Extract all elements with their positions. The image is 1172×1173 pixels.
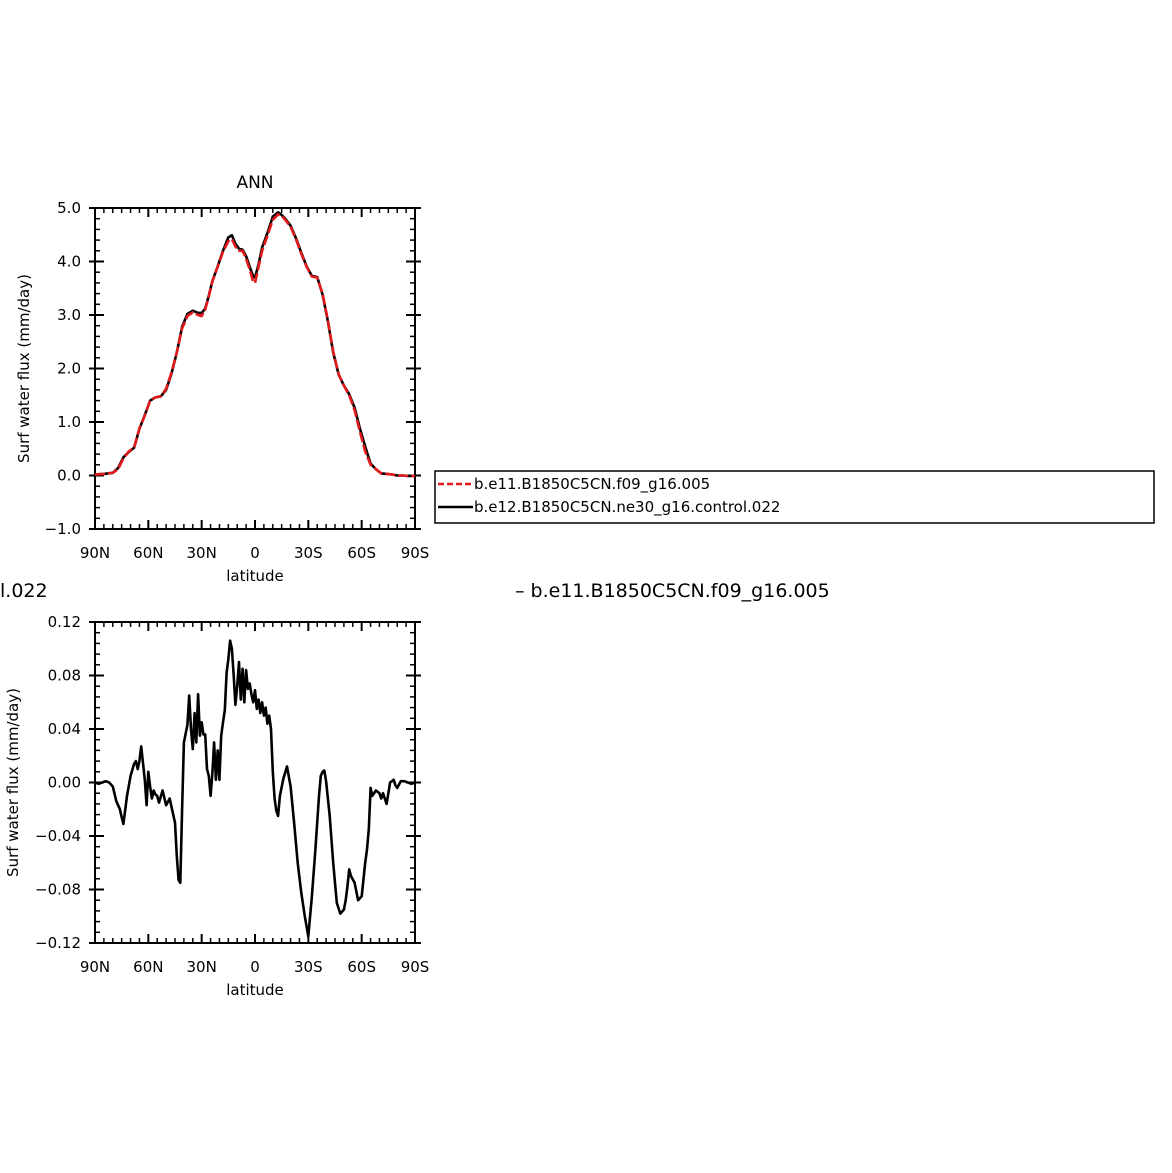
- x-tick-label: 60S: [347, 958, 376, 976]
- y-tick-label: 2.0: [57, 360, 81, 378]
- chart-title: ANN: [236, 173, 273, 193]
- top-panel-legend: b.e11.B1850C5CN.f09_g16.005 b.e12.B1850C5…: [434, 470, 1155, 524]
- x-tick-label: 60N: [133, 544, 163, 562]
- x-tick-label: 0: [250, 958, 260, 976]
- x-tick-label: 0: [250, 544, 260, 562]
- y-axis-label: Surf water flux (mm/day): [4, 688, 22, 877]
- x-tick-label: 60S: [347, 544, 376, 562]
- plot-frame: [94, 621, 416, 944]
- legend-label: b.e12.B1850C5CN.ne30_g16.control.022: [474, 498, 780, 517]
- x-tick-label: 90N: [80, 544, 110, 562]
- cut-off-subtitle-left: l.022: [0, 580, 48, 602]
- x-tick-label: 30S: [294, 958, 323, 976]
- x-tick-label: 30N: [187, 958, 217, 976]
- cut-off-subtitle-right: – b.e11.B1850C5CN.f09_g16.005: [515, 580, 830, 602]
- x-tick-label: 30N: [187, 544, 217, 562]
- y-tick-label: 4.0: [57, 253, 81, 271]
- y-tick-label: 0.12: [48, 613, 81, 631]
- plot-frame: [94, 207, 416, 530]
- y-tick-label: 0.04: [48, 720, 81, 738]
- legend-box: [434, 470, 1155, 524]
- y-tick-label: −1.0: [45, 520, 81, 538]
- x-tick-label: 90S: [401, 958, 430, 976]
- y-tick-label: 3.0: [57, 306, 81, 324]
- bottom-panel-difference-plot: 90N 60N 30N 0 30S 60S 90S −0.12 −0.08 −0.04 0.00 0.…: [4, 613, 429, 999]
- x-tick-label: 60N: [133, 958, 163, 976]
- series-line-red-dashed: [94, 213, 415, 478]
- y-tick-label: −0.08: [35, 881, 81, 899]
- series-line-black: [94, 639, 416, 938]
- legend-label: b.e11.B1850C5CN.f09_g16.005: [474, 475, 710, 494]
- x-axis-label: latitude: [226, 981, 284, 999]
- y-tick-label: 0.00: [48, 774, 81, 792]
- y-tick-label: 5.0: [57, 199, 81, 217]
- top-panel-zonal-mean-plot: 90N 60N 30N 0 30S 60S 90S −1.0 0.0 1.0 2.0 3.0 4.0 5.…: [15, 173, 429, 585]
- y-tick-label: −0.12: [35, 934, 81, 952]
- series-line-black: [94, 211, 415, 478]
- y-axis-label: Surf water flux (mm/day): [15, 274, 33, 463]
- x-tick-label: 90N: [80, 958, 110, 976]
- y-tick-label: −0.04: [35, 827, 81, 845]
- x-tick-label: 30S: [294, 544, 323, 562]
- x-tick-label: 90S: [401, 544, 430, 562]
- y-tick-label: 0.0: [57, 467, 81, 485]
- x-axis-label: latitude: [226, 567, 284, 585]
- y-tick-label: 0.08: [48, 667, 81, 685]
- y-tick-label: 1.0: [57, 413, 81, 431]
